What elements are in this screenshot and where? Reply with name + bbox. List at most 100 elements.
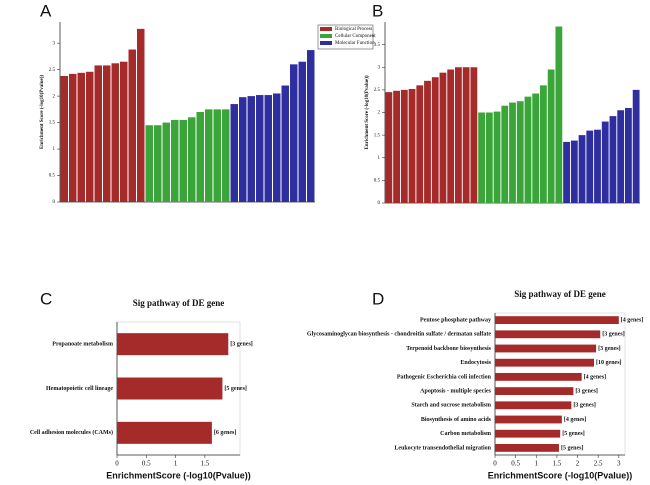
bar-label: [3 genes] (230, 342, 253, 348)
legend-swatch (320, 34, 332, 38)
bar (540, 85, 547, 203)
category-label: Starch and sucrose metabolism (411, 403, 491, 409)
bar (470, 67, 478, 203)
y-tick-label: 3 (378, 65, 381, 70)
x-tick-label: 1 (174, 460, 178, 468)
bar (264, 95, 272, 202)
bar (154, 125, 162, 202)
bar (196, 112, 204, 202)
x-tick-label: 1.5 (553, 460, 562, 468)
bar (393, 90, 400, 203)
bar (570, 140, 578, 203)
bar-label: [4 genes] (564, 417, 587, 423)
panel-label: C (40, 289, 52, 308)
bar-label: [4 genes] (621, 317, 644, 323)
panel-label: B (372, 1, 383, 20)
legend-swatch (320, 27, 332, 31)
bar (290, 64, 298, 203)
bar (495, 344, 597, 353)
bar (516, 101, 524, 203)
x-tick-label: 2.5 (594, 460, 603, 468)
panel-label: A (40, 1, 52, 20)
y-tick-label: 1 (53, 147, 56, 152)
bar (495, 401, 572, 410)
category-label: Pathogenic Escherichia coli infection (397, 374, 492, 380)
bar (501, 105, 509, 203)
bar-label: [5 genes] (224, 386, 247, 392)
bar (273, 93, 281, 202)
bar (298, 61, 306, 202)
bar (77, 72, 85, 202)
x-tick-label: 2 (576, 460, 580, 468)
bar (563, 141, 570, 203)
x-axis-label: EnrichmentScore (-log10(Pvalue)) (106, 470, 251, 480)
bar-label: [3 genes] (598, 346, 621, 352)
bar (117, 377, 223, 400)
x-tick-label: 0.5 (511, 460, 520, 468)
y-tick-label: 3.5 (374, 43, 381, 48)
bar (495, 316, 619, 325)
x-tick-label: 3 (617, 460, 621, 468)
y-tick-label: 2.5 (374, 88, 381, 93)
bar (120, 61, 128, 202)
bar (117, 421, 212, 444)
bar (609, 116, 617, 203)
legend-label: Molecular Function (335, 41, 375, 46)
x-tick-label: 1.5 (200, 460, 209, 468)
bar (625, 107, 632, 203)
category-label: Apoptosis - multiple species (420, 388, 492, 394)
bar (60, 76, 68, 202)
bar (455, 67, 462, 203)
legend-label: Biological Process (335, 27, 372, 32)
bar-label: [4 genes] (584, 374, 607, 380)
category-label: Propanoate metabolism (52, 342, 113, 348)
bar (222, 109, 230, 202)
bar (408, 88, 416, 203)
y-axis-label: Enrichment Score (-log10(Pvalue)) (40, 75, 45, 149)
bar (281, 85, 289, 202)
y-axis-label: Enrichment Score (-log10(Pvalue)) (365, 75, 370, 149)
category-label: Pentose phosphate pathway (420, 317, 491, 323)
bar (145, 125, 153, 202)
bar (307, 50, 315, 202)
bar (400, 89, 408, 203)
bar (632, 89, 640, 203)
bar (94, 65, 102, 202)
bar (524, 96, 532, 203)
legend-label: Cellular Component (335, 34, 376, 39)
bar (188, 117, 196, 202)
bar (69, 73, 77, 202)
y-tick-label: 0 (378, 201, 381, 206)
bar (495, 387, 574, 396)
y-tick-label: 1.5 (49, 121, 56, 126)
category-label: Glycosaminoglycan biosynthesis - chondro… (307, 332, 491, 338)
bar-label: [3 genes] (573, 403, 596, 409)
y-tick-label: 1 (378, 156, 381, 161)
y-tick-label: 0.5 (374, 179, 381, 184)
bar (617, 110, 625, 203)
bar (509, 102, 516, 203)
bar (162, 122, 170, 202)
bar (594, 129, 601, 203)
bar (424, 80, 431, 203)
bar (578, 135, 586, 203)
bar (111, 63, 119, 203)
bar (495, 429, 561, 438)
bar (485, 112, 493, 203)
bar (439, 72, 447, 204)
bar (385, 92, 393, 203)
bar (586, 130, 594, 203)
x-tick-label: 0 (115, 460, 119, 468)
bar (171, 119, 179, 202)
bar (117, 333, 229, 356)
bar (447, 69, 455, 203)
bar (493, 111, 501, 203)
bar-label: [3 genes] (602, 332, 625, 338)
bar (495, 372, 582, 381)
bar-label: [6 genes] (214, 430, 237, 436)
bar (495, 330, 601, 339)
bar (416, 85, 424, 203)
bar (555, 26, 563, 204)
bar (532, 93, 540, 203)
